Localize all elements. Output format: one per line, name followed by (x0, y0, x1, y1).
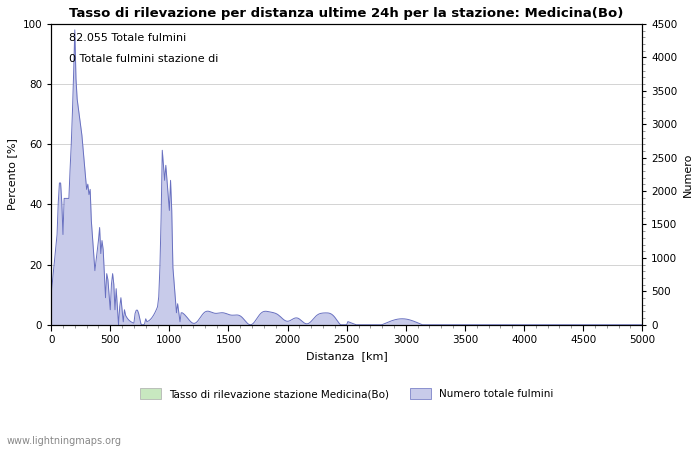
X-axis label: Distanza  [km]: Distanza [km] (306, 351, 388, 361)
Text: www.lightningmaps.org: www.lightningmaps.org (7, 436, 122, 446)
Text: 82.055 Totale fulmini: 82.055 Totale fulmini (69, 33, 186, 43)
Y-axis label: Numero: Numero (683, 152, 693, 197)
Legend: Tasso di rilevazione stazione Medicina(Bo), Numero totale fulmini: Tasso di rilevazione stazione Medicina(B… (136, 384, 558, 403)
Y-axis label: Percento [%]: Percento [%] (7, 139, 17, 210)
Text: 0 Totale fulmini stazione di: 0 Totale fulmini stazione di (69, 54, 218, 64)
Title: Tasso di rilevazione per distanza ultime 24h per la stazione: Medicina(Bo): Tasso di rilevazione per distanza ultime… (69, 7, 624, 20)
